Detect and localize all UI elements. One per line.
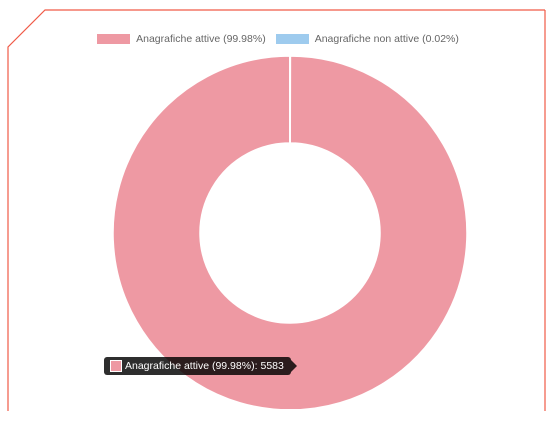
legend-swatch-active bbox=[97, 34, 131, 44]
tooltip-label: Anagrafiche attive (99.98%): bbox=[125, 360, 258, 372]
chart-legend: Anagrafiche attive (99.98%) Anagrafiche … bbox=[0, 33, 556, 45]
legend-label-active: Anagrafiche attive (99.98%) bbox=[136, 33, 266, 45]
chart-tooltip: Anagrafiche attive (99.98%): 5583 bbox=[104, 357, 297, 375]
legend-swatch-inactive bbox=[275, 34, 309, 44]
slice-active[interactable] bbox=[112, 55, 468, 411]
legend-item-inactive[interactable]: Anagrafiche non attive (0.02%) bbox=[275, 33, 459, 45]
tooltip-swatch bbox=[110, 360, 122, 372]
legend-label-inactive: Anagrafiche non attive (0.02%) bbox=[314, 33, 459, 45]
chart-clip-bottom bbox=[9, 409, 544, 423]
legend-item-active[interactable]: Anagrafiche attive (99.98%) bbox=[97, 33, 266, 45]
tooltip-value: 5583 bbox=[260, 360, 284, 372]
